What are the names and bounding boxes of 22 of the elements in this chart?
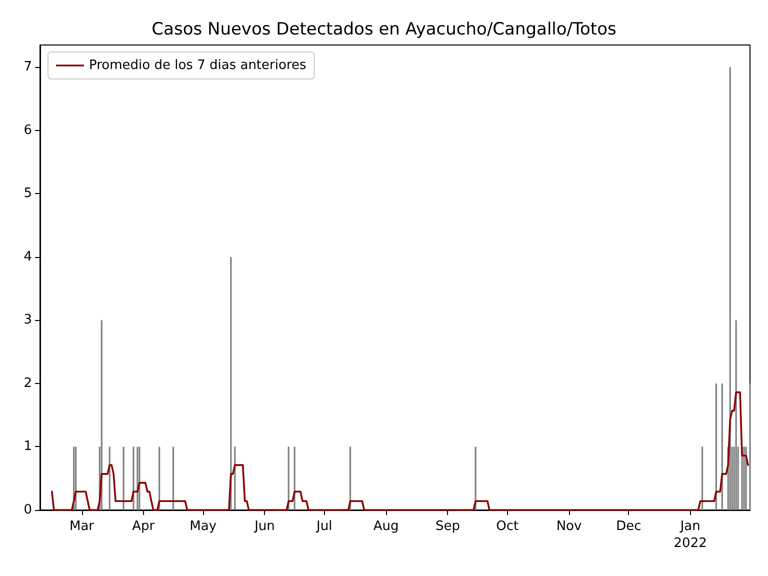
y-tick-label: 3 xyxy=(24,312,32,328)
x-tick-label: Sep xyxy=(435,519,460,534)
y-tick-label: 6 xyxy=(24,122,32,138)
y-tick-label: 5 xyxy=(24,186,32,202)
x-tick-label: Oct xyxy=(496,519,519,534)
y-tick-label: 2 xyxy=(24,376,32,391)
line-series xyxy=(51,391,749,511)
x-tick-label: Mar xyxy=(70,519,95,534)
x-tick-label: Aug xyxy=(373,519,399,534)
x-tick-label: Jun xyxy=(254,519,275,534)
y-tick-label: 4 xyxy=(24,249,32,264)
y-tick-label: 7 xyxy=(24,60,32,75)
x-tick-label: Dec xyxy=(616,519,642,534)
x-tick-label: Jan 2022 xyxy=(674,519,707,551)
legend-label: Promedio de los 7 dias anteriores xyxy=(89,58,306,73)
y-tick-label: 1 xyxy=(24,439,32,454)
chart-title: Casos Nuevos Detectados en Ayacucho/Cangallo/Totos xyxy=(152,20,616,40)
x-tick-label: Apr xyxy=(132,519,156,534)
x-tick-label: May xyxy=(190,519,217,534)
x-tick-label: Nov xyxy=(556,519,582,534)
y-tick-label: 0 xyxy=(24,502,32,518)
x-tick-label: Jul xyxy=(316,519,332,534)
